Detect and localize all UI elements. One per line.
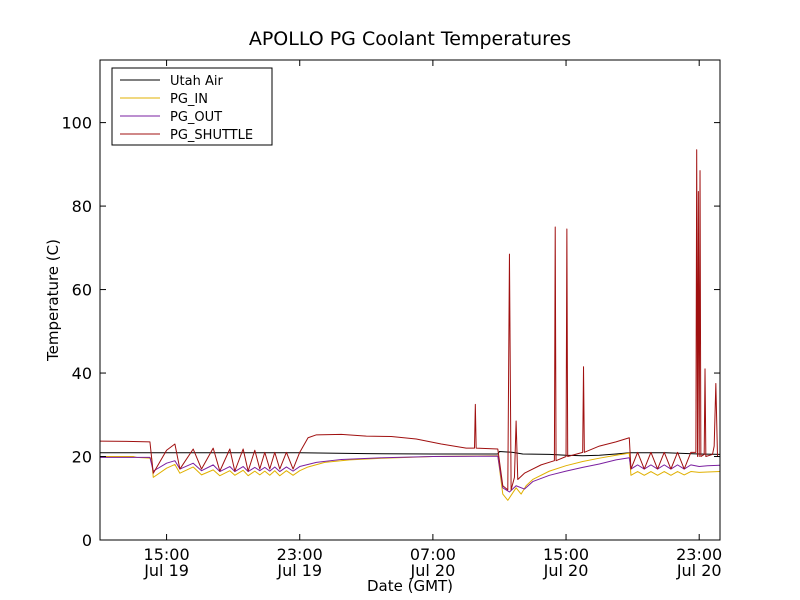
legend-label-pg-in: PG_IN xyxy=(170,92,208,107)
y-tick-label: 80 xyxy=(72,197,92,216)
y-tick-label: 40 xyxy=(72,364,92,383)
x-tick-time-label: 23:00 xyxy=(277,545,323,564)
x-tick-date-label: Jul 20 xyxy=(676,561,722,580)
y-tick-label: 0 xyxy=(82,531,92,550)
x-tick-time-label: 15:00 xyxy=(144,545,190,564)
legend-label-pg-out: PG_OUT xyxy=(170,110,222,125)
y-tick-label: 60 xyxy=(72,281,92,300)
series-layer xyxy=(100,149,720,501)
legend-box xyxy=(111,67,273,146)
chart-title: APOLLO PG Coolant Temperatures xyxy=(249,28,571,50)
y-tick-label: 20 xyxy=(72,448,92,467)
x-tick-date-label: Jul 20 xyxy=(543,561,589,580)
x-axis-label: Date (GMT) xyxy=(367,577,453,595)
plot-frame xyxy=(99,59,721,541)
x-tick-date-label: Jul 19 xyxy=(276,561,322,580)
x-tick-time-label: 15:00 xyxy=(543,545,589,564)
x-tick-date-label: Jul 19 xyxy=(143,561,189,580)
legend: Utah Air PG_IN PG_OUT PG_SHUTTLE xyxy=(111,67,273,146)
series-line-pg-shuttle xyxy=(100,149,720,491)
series-line-pg-out xyxy=(100,455,720,493)
x-tick-time-label: 23:00 xyxy=(676,545,722,564)
legend-label-utah-air: Utah Air xyxy=(170,74,223,89)
y-tick-label: 100 xyxy=(61,114,92,133)
x-tick-time-label: 07:00 xyxy=(410,545,456,564)
legend-label-pg-shuttle: PG_SHUTTLE xyxy=(170,128,253,143)
y-axis-label: Temperature (C) xyxy=(44,239,62,362)
x-tick-date-label: Jul 20 xyxy=(410,561,456,580)
